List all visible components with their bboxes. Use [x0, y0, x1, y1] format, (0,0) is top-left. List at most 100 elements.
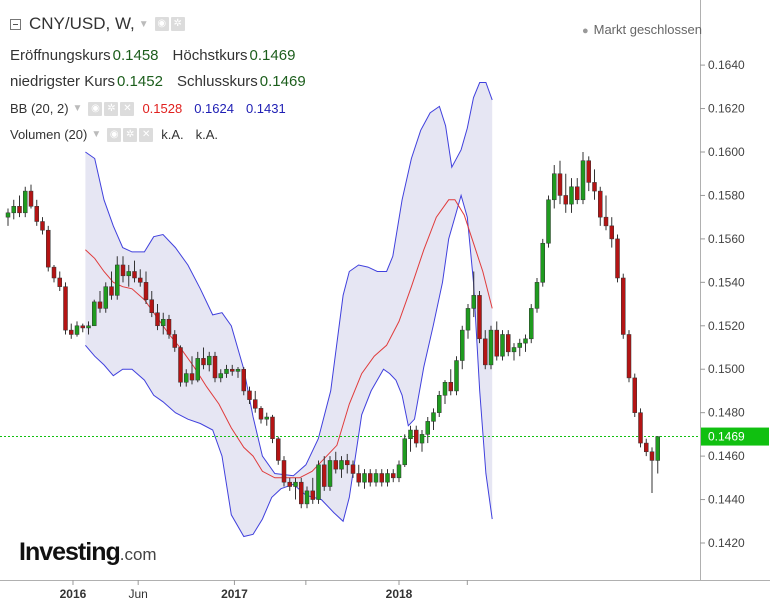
candle-body — [500, 334, 505, 357]
status-dot-icon: ● — [581, 25, 589, 37]
x-tick-label: 2016 — [60, 587, 87, 601]
candle-body — [586, 160, 591, 183]
candle-body — [454, 360, 459, 392]
ohlc-row-2: niedrigster Kurs 0.1452 Schlusskurs 0.14… — [10, 73, 320, 90]
gear-icon[interactable]: ✲ — [170, 17, 185, 31]
candle-body — [69, 329, 74, 335]
candle-body — [189, 373, 195, 381]
candle-body — [339, 460, 344, 470]
candle-body — [207, 355, 212, 366]
low-label: niedrigster Kurs — [10, 73, 116, 90]
candle-body — [51, 266, 57, 279]
bb-upper-line — [85, 82, 493, 477]
candle-body — [506, 334, 511, 353]
eye-icon[interactable]: ◉ — [88, 101, 103, 116]
candle-body — [126, 271, 131, 277]
y-tick-label: 0.1600 — [708, 145, 745, 159]
candle-body — [402, 438, 407, 466]
candle-body — [155, 312, 160, 327]
candle-body — [465, 308, 471, 331]
candle-body — [92, 301, 97, 327]
eye-icon[interactable]: ◉ — [154, 17, 169, 31]
candle-body — [149, 299, 154, 313]
candle-body — [212, 355, 218, 379]
current-price-tag-label: 0.1469 — [708, 430, 745, 444]
candle-body — [655, 436, 660, 461]
volume-value-2: k.A. — [195, 127, 219, 142]
y-tick-label: 0.1500 — [708, 362, 745, 376]
open-value: 0.1458 — [112, 47, 159, 64]
candle-body — [184, 373, 189, 383]
candle-body — [11, 206, 16, 214]
candle-body — [264, 416, 269, 420]
candle-body — [603, 216, 609, 227]
volume-value-1: k.A. — [161, 127, 184, 142]
candle-body — [120, 264, 126, 277]
candle-body — [316, 464, 321, 500]
candle-body — [534, 282, 540, 309]
candle-body — [5, 212, 11, 218]
candle-body — [218, 373, 223, 379]
high-label: Höchstkurs — [172, 47, 248, 64]
candle-body — [46, 229, 51, 268]
chevron-down-icon[interactable]: ▼ — [91, 129, 102, 140]
candle-body — [327, 460, 333, 487]
candle-body — [540, 242, 545, 283]
bb-middle-value: 0.1528 — [142, 101, 183, 116]
candle-body — [626, 334, 632, 379]
low-value: 0.1452 — [117, 73, 163, 90]
candle-body — [161, 319, 166, 327]
candle-body — [488, 329, 494, 366]
chevron-down-icon[interactable]: ▼ — [72, 103, 83, 114]
y-tick-label: 0.1580 — [708, 188, 745, 202]
investing-logo: Investing.com — [19, 538, 157, 567]
candle-body — [258, 408, 264, 420]
candle-body — [523, 338, 528, 344]
candle-body — [598, 190, 603, 218]
gear-icon[interactable]: ✲ — [104, 101, 119, 116]
bb-lower-line — [85, 193, 493, 538]
candle-body — [477, 295, 482, 340]
close-icon[interactable]: ✕ — [120, 101, 135, 116]
candle-body — [471, 295, 476, 309]
volume-label[interactable]: Volumen (20) — [10, 127, 88, 142]
candle-body — [109, 286, 114, 296]
gear-icon[interactable]: ✲ — [123, 127, 138, 142]
x-tick-label: Jun — [129, 587, 148, 601]
y-tick-label: 0.1560 — [708, 232, 745, 246]
candle-body — [350, 464, 356, 474]
candle-body — [557, 173, 563, 196]
candle-body — [483, 338, 488, 366]
bb-label[interactable]: BB (20, 2) — [10, 101, 69, 116]
chevron-down-icon[interactable]: ▼ — [138, 18, 149, 30]
y-tick-label: 0.1520 — [708, 319, 745, 333]
candle-body — [644, 442, 649, 453]
y-tick-label: 0.1640 — [708, 58, 745, 72]
candle-body — [230, 368, 235, 372]
candle-body — [580, 160, 586, 201]
candle-body — [494, 329, 499, 357]
candle-body — [419, 434, 425, 444]
candle-body — [103, 286, 108, 309]
close-icon[interactable]: ✕ — [139, 127, 154, 142]
candle-body — [529, 308, 534, 340]
candle-body — [40, 221, 45, 231]
candle-body — [293, 481, 298, 487]
candle-body — [546, 199, 551, 244]
candle-body — [425, 421, 430, 435]
candle-body — [569, 186, 574, 205]
close-label: Schlusskurs — [176, 73, 258, 90]
candle-body — [86, 325, 91, 329]
collapse-icon[interactable] — [10, 18, 21, 30]
candle-body — [437, 395, 442, 413]
eye-icon[interactable]: ◉ — [107, 127, 122, 142]
candle-body — [609, 225, 614, 240]
candle-body — [460, 329, 465, 361]
candle-body — [385, 473, 390, 483]
candle-body — [310, 490, 315, 500]
candle-body — [247, 390, 252, 400]
candle-body — [235, 368, 241, 372]
candle-body — [615, 238, 620, 279]
market-status-text: Markt geschlossen — [593, 22, 702, 37]
